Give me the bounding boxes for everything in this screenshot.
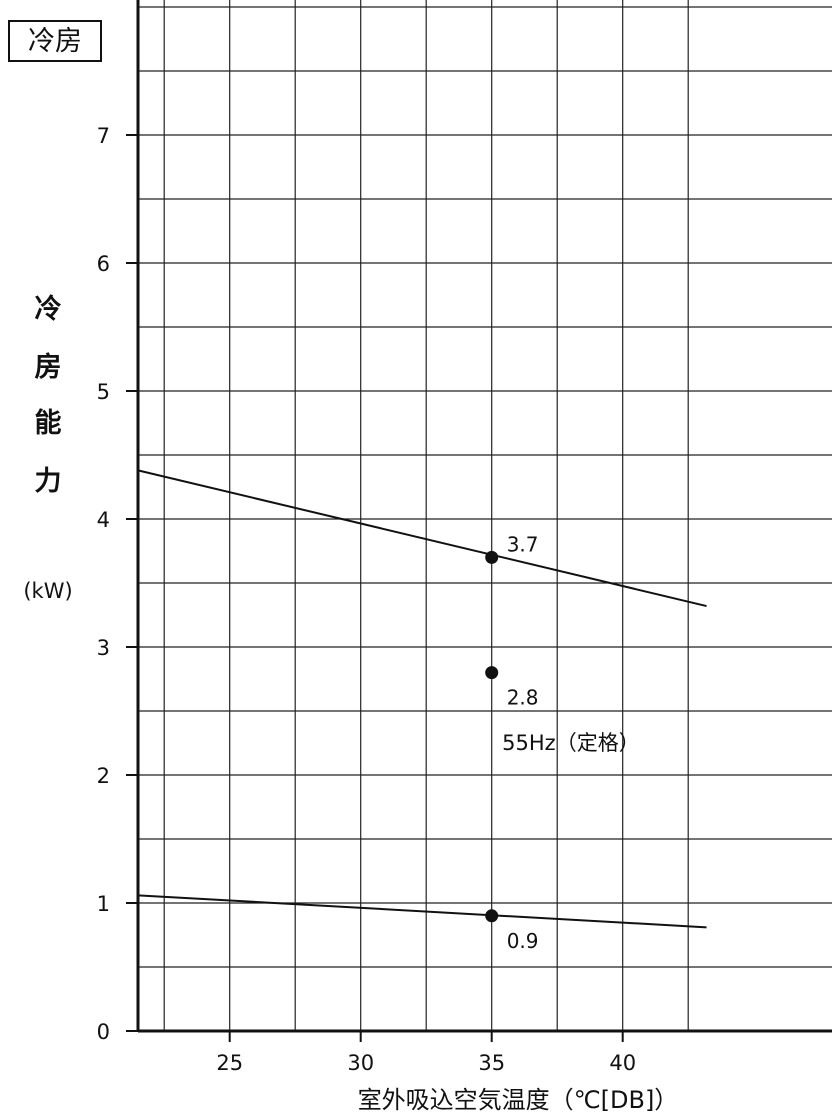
data-point	[485, 550, 499, 564]
x-tick-label: 30	[347, 1051, 374, 1075]
y-axis-title-char: 房	[35, 352, 62, 383]
y-tick-label: 3	[97, 636, 110, 660]
data-label: 2.8	[507, 686, 539, 710]
data-label: 0.9	[507, 929, 539, 953]
grid-lines	[138, 0, 832, 1031]
y-tick-label: 5	[97, 380, 110, 404]
y-axis-unit: (kW)	[23, 579, 72, 603]
y-tick-label: 2	[97, 764, 110, 788]
y-tick-label: 4	[97, 508, 110, 532]
annotation-label: 55Hz（定格）	[502, 731, 640, 755]
data-label: 3.7	[507, 532, 539, 556]
data-point	[485, 666, 499, 680]
y-tick-label: 7	[97, 124, 110, 148]
x-tick-label: 35	[478, 1051, 505, 1075]
axes	[126, 0, 832, 1042]
series-line	[137, 469, 707, 608]
data-point	[485, 909, 499, 923]
y-tick-label: 1	[97, 892, 110, 916]
series-line	[137, 894, 707, 929]
mode-label-box	[8, 20, 102, 62]
x-axis-title: 室外吸込空気温度（℃[DB]）	[358, 1086, 679, 1114]
y-tick-label: 0	[97, 1020, 110, 1044]
mode-label: 冷房	[28, 26, 82, 57]
series-lines	[137, 469, 707, 929]
y-axis-title-char: 能	[35, 407, 62, 439]
x-tick-label: 25	[216, 1051, 243, 1075]
y-tick-label: 6	[97, 252, 110, 276]
data-points	[485, 550, 499, 923]
y-axis-title-char: 冷	[35, 294, 62, 325]
y-axis-title-char: 力	[35, 466, 62, 497]
x-tick-label: 40	[609, 1051, 636, 1075]
